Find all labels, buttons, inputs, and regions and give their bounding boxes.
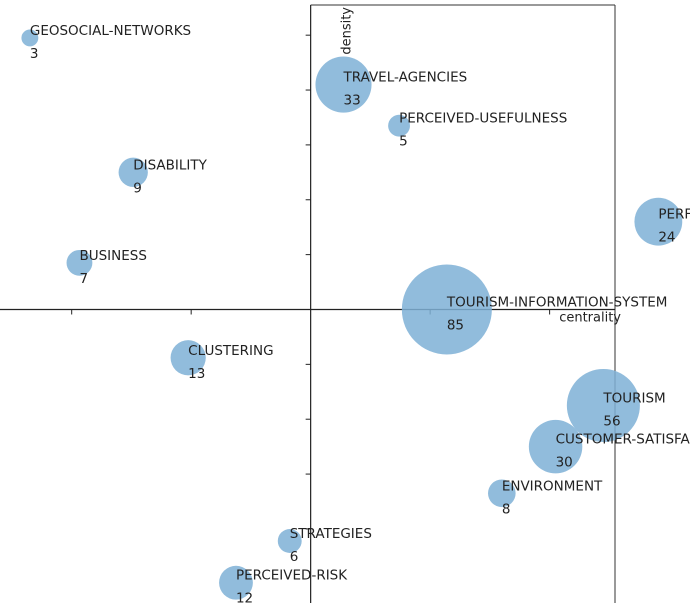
bubble-point xyxy=(118,157,148,187)
bubble-label: DISABILITY xyxy=(133,157,207,173)
bubble-label: PERCEIVED-USEFULNESS xyxy=(399,111,567,127)
bubble-point xyxy=(219,565,253,600)
plot-frame xyxy=(310,4,616,603)
bubble-label: GEOSOCIAL-NETWORKS xyxy=(30,23,191,39)
bubble-count: 13 xyxy=(188,366,205,382)
bubble-point xyxy=(634,197,683,246)
bubble-count: 6 xyxy=(290,549,299,565)
bubble-count: 3 xyxy=(30,46,39,62)
bubble-count: 5 xyxy=(399,134,408,150)
bubble-count: 85 xyxy=(447,317,464,333)
bubble-label: TOURISM-INFORMATION-SYSTEM xyxy=(446,294,668,310)
bubble-point xyxy=(401,264,492,355)
bubble-point xyxy=(528,419,583,474)
y-axis-label: density xyxy=(340,7,355,55)
bubble-count: 9 xyxy=(133,180,142,196)
bubble-count: 24 xyxy=(658,230,675,246)
bubble-count: 30 xyxy=(556,455,573,471)
label-layer: GEOSOCIAL-NETWORKS 3 TRAVEL-AGENCIES 33 PERC… xyxy=(30,23,690,605)
bubble-label: BUSINESS xyxy=(79,248,146,264)
x-axis-label: centrality xyxy=(559,310,621,325)
bubble-count: 7 xyxy=(79,271,88,287)
bubble-label: CUSTOMER-SATISFACTION xyxy=(556,432,690,448)
bubble-point xyxy=(566,368,640,443)
bubble-label: TRAVEL-AGENCIES xyxy=(343,70,468,86)
bubble-label: PERCEIVED-RISK xyxy=(236,568,348,584)
bubble-point xyxy=(315,56,372,113)
bubble-point xyxy=(388,114,410,137)
bubble-count: 8 xyxy=(502,501,511,517)
bubble-label: TOURISM xyxy=(602,390,665,406)
bubble-point xyxy=(21,29,39,47)
bubble-point xyxy=(170,340,206,376)
axes xyxy=(0,5,615,603)
bubble-label: CLUSTERING xyxy=(188,343,273,359)
bubble-label: PERFORMANCE xyxy=(658,207,690,223)
bubble-point xyxy=(277,529,302,553)
bubble-count: 33 xyxy=(344,93,361,109)
bubble-count: 12 xyxy=(236,591,253,605)
bubble-layer xyxy=(21,29,683,600)
bubble-label: ENVIRONMENT xyxy=(502,478,603,494)
bubble-point xyxy=(66,249,93,276)
bubble-count: 56 xyxy=(603,413,620,429)
bubble-label: STRATEGIES xyxy=(290,526,372,542)
bubble-point xyxy=(488,479,516,508)
